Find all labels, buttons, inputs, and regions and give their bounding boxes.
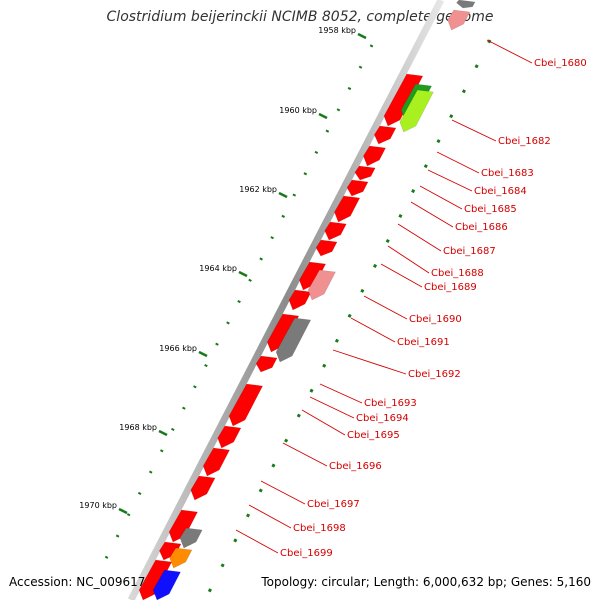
- gene-feature: [152, 569, 181, 600]
- gene-feature: [354, 165, 376, 181]
- label-leader-line: [486, 39, 533, 64]
- gene-feature: [373, 125, 397, 145]
- gene-label: Cbei_1699: [280, 548, 333, 559]
- chromosome-backbone: [127, 0, 445, 600]
- ruler-tick-label: 1962 kbp: [239, 185, 277, 194]
- gene-label: Cbei_1697: [307, 499, 360, 510]
- gene-feature: [266, 313, 300, 353]
- gene-feature: [190, 475, 216, 501]
- gene-feature: [202, 447, 230, 477]
- gene-feature: [324, 221, 347, 241]
- label-leader-line: [427, 169, 473, 192]
- gene-label: Cbei_1684: [474, 186, 527, 197]
- gene-feature: [228, 383, 264, 427]
- topology-text: Topology: circular; Length: 6,000,632 bp…: [261, 575, 591, 589]
- ruler-tick-label: 1970 kbp: [79, 501, 117, 510]
- gene-label: Cbei_1692: [408, 369, 461, 380]
- gene-label: Cbei_1680: [534, 58, 587, 69]
- label-leader-line: [436, 151, 480, 174]
- gene-feature: [217, 425, 242, 449]
- label-leader-line: [248, 504, 292, 529]
- gene-feature: [456, 0, 476, 9]
- label-leader-line: [363, 295, 408, 320]
- ruler-tick: [278, 191, 288, 199]
- ruler-tick-label: 1958 kbp: [318, 26, 356, 35]
- gene-track: [138, 0, 476, 600]
- gene-feature: [179, 527, 203, 549]
- gene-feature: [399, 89, 434, 133]
- ruler-tick: [238, 270, 248, 278]
- gene-feature: [169, 547, 193, 569]
- map-title: Clostridium beijerinckii NCIMB 8052, com…: [106, 9, 494, 25]
- gene-label: Cbei_1690: [409, 314, 462, 325]
- ruler-ticks: 1958 kbp 1960 kbp 1962 kbp 1964 kbp 1966 kbp…: [79, 26, 367, 515]
- label-leader-line: [387, 245, 430, 274]
- gene-label: Cbei_1693: [364, 398, 417, 409]
- gene-label: Cbei_1694: [356, 413, 409, 424]
- gc-dots-outer: [98, 44, 374, 571]
- gene-feature: [255, 355, 278, 373]
- ruler-tick-label: 1964 kbp: [199, 264, 237, 273]
- accession-text: Accession: NC_009617: [9, 575, 146, 589]
- gene-feature: [159, 541, 182, 561]
- gene-label: Cbei_1683: [481, 168, 534, 179]
- ruler-tick: [357, 32, 367, 40]
- gene-feature: [334, 195, 361, 223]
- gene-label: Cbei_1698: [293, 523, 346, 534]
- gene-label: Cbei_1685: [464, 204, 517, 215]
- label-leader-line: [282, 442, 328, 467]
- label-leader-line: [309, 396, 355, 419]
- gene-feature: [168, 509, 198, 543]
- ruler-tick: [198, 350, 208, 358]
- label-leader-line: [380, 263, 423, 288]
- gene-label: Cbei_1688: [431, 268, 484, 279]
- ruler-tick: [158, 429, 168, 437]
- gene-label: Cbei_1687: [443, 246, 496, 257]
- gene-feature: [383, 73, 424, 127]
- ruler-tick-label: 1960 kbp: [279, 106, 317, 115]
- gene-feature: [298, 261, 327, 291]
- gene-feature: [138, 559, 173, 600]
- gene-label: Cbei_1682: [498, 136, 551, 147]
- gene-feature: [288, 289, 312, 311]
- label-leader-line: [397, 223, 442, 252]
- gene-label: Cbei_1691: [397, 337, 450, 348]
- gene-feature: [315, 239, 338, 257]
- label-leader-line: [301, 409, 346, 436]
- gene-feature: [447, 9, 471, 31]
- gene-feature: [275, 317, 312, 363]
- label-leader-line: [235, 529, 279, 554]
- label-leader-line: [451, 119, 497, 142]
- label-leader-line: [350, 317, 396, 343]
- gene-label: Cbei_1686: [455, 222, 508, 233]
- gene-feature: [346, 179, 369, 197]
- label-leaders: [235, 39, 533, 554]
- label-leader-line: [319, 383, 363, 404]
- label-leader-line: [260, 480, 306, 505]
- gene-label: Cbei_1695: [347, 430, 400, 441]
- ruler-tick: [318, 112, 328, 120]
- gene-feature: [363, 145, 387, 167]
- ruler-tick-label: 1966 kbp: [159, 344, 197, 353]
- label-leader-line: [419, 185, 463, 210]
- gene-feature: [307, 269, 336, 301]
- gene-labels: Cbei_1680 Cbei_1682 Cbei_1683 Cbei_1684 Cbei…: [280, 58, 587, 559]
- ruler-tick: [118, 507, 128, 515]
- label-leader-line: [332, 349, 407, 375]
- label-leader-line: [410, 201, 454, 228]
- gene-label: Cbei_1689: [424, 282, 477, 293]
- gene-label: Cbei_1696: [329, 461, 382, 472]
- ruler-tick-label: 1968 kbp: [119, 423, 157, 432]
